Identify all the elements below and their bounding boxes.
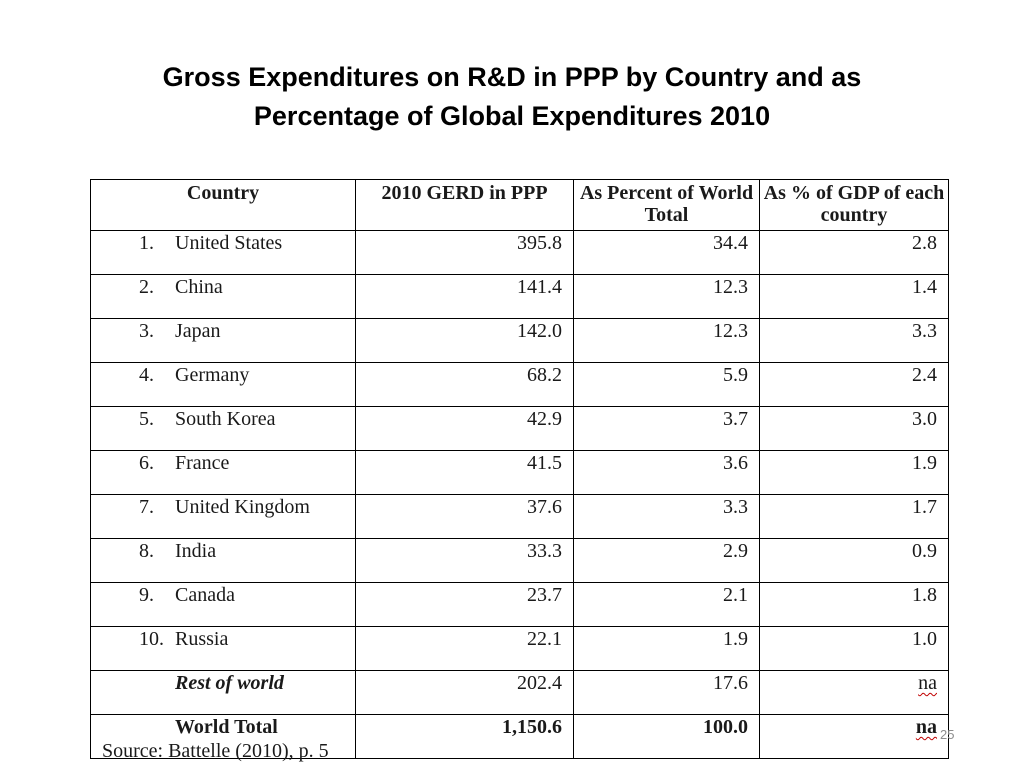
table-row: 8. India 33.3 2.9 0.9	[90, 538, 949, 583]
pct-gdp-value: na	[915, 716, 937, 738]
country-name: Russia	[175, 628, 229, 650]
pct-world-cell: 3.3	[573, 494, 760, 539]
pct-world-cell: 12.3	[573, 318, 760, 363]
gerd-cell: 37.6	[355, 494, 574, 539]
gerd-cell: 42.9	[355, 406, 574, 451]
pct-world-cell: 2.9	[573, 538, 760, 583]
pct-gdp-cell: 1.0	[759, 626, 949, 671]
gerd-cell: 23.7	[355, 582, 574, 627]
country-name: United States	[175, 232, 283, 254]
pct-gdp-cell: 0.9	[759, 538, 949, 583]
gerd-cell: 202.4	[355, 670, 574, 715]
header-pct-gdp: As % of GDP of each country	[759, 179, 949, 231]
gerd-cell: 1,150.6	[355, 714, 574, 759]
pct-gdp-cell: 2.8	[759, 230, 949, 275]
country-name: Japan	[175, 320, 221, 342]
pct-gdp-cell: 1.8	[759, 582, 949, 627]
gerd-cell: 142.0	[355, 318, 574, 363]
gerd-cell: 141.4	[355, 274, 574, 319]
pct-world-cell: 2.1	[573, 582, 760, 627]
rank-number: 8.	[139, 540, 154, 562]
country-cell: 7. United Kingdom	[90, 494, 356, 539]
header-country: Country	[90, 179, 356, 231]
table-row: 9. Canada 23.7 2.1 1.8	[90, 582, 949, 627]
gerd-cell: 68.2	[355, 362, 574, 407]
pct-world-cell: 100.0	[573, 714, 760, 759]
pct-world-cell: 3.7	[573, 406, 760, 451]
country-cell: 1. United States	[90, 230, 356, 275]
country-name: South Korea	[175, 408, 276, 430]
pct-gdp-cell: 1.9	[759, 450, 949, 495]
header-gerd: 2010 GERD in PPP	[355, 179, 574, 231]
rank-number: 9.	[139, 584, 154, 606]
pct-world-cell: 1.9	[573, 626, 760, 671]
country-name: France	[175, 452, 230, 474]
pct-gdp-cell: 3.0	[759, 406, 949, 451]
pct-gdp-cell: 3.3	[759, 318, 949, 363]
rank-number: 1.	[139, 232, 154, 254]
table-row: 3. Japan 142.0 12.3 3.3	[90, 318, 949, 363]
country-cell: 10. Russia	[90, 626, 356, 671]
table-row: 5. South Korea 42.9 3.7 3.0	[90, 406, 949, 451]
table-row: 10. Russia 22.1 1.9 1.0	[90, 626, 949, 671]
country-name: Canada	[175, 584, 235, 606]
header-pct-world: As Percent of World Total	[573, 179, 760, 231]
table-body: 1. United States 395.8 34.4 2.8 2. China 141.4 1…	[90, 230, 949, 671]
slide-title: Gross Expenditures on R&D in PPP by Coun…	[40, 58, 984, 136]
country-cell: Rest of world	[90, 670, 356, 715]
country-name: Germany	[175, 364, 250, 386]
country-cell: 9. Canada	[90, 582, 356, 627]
country-cell: 8. India	[90, 538, 356, 583]
pct-world-cell: 34.4	[573, 230, 760, 275]
pct-world-cell: 17.6	[573, 670, 760, 715]
country-name: India	[175, 540, 217, 562]
country-cell: World Total	[90, 714, 356, 759]
table-row: 7. United Kingdom 37.6 3.3 1.7	[90, 494, 949, 539]
table-row: 2. China 141.4 12.3 1.4	[90, 274, 949, 319]
pct-gdp-cell: 1.7	[759, 494, 949, 539]
slide-title-line-2: Percentage of Global Expenditures 2010	[253, 101, 771, 131]
rank-number: 6.	[139, 452, 154, 474]
page-number: 25	[940, 727, 955, 742]
country-cell: 6. France	[90, 450, 356, 495]
pct-world-cell: 12.3	[573, 274, 760, 319]
pct-gdp-cell: na	[759, 670, 949, 715]
table-row-rest-of-world: Rest of world 202.4 17.6 na	[90, 670, 949, 715]
rank-number: 4.	[139, 364, 154, 386]
slide-title-line-1: Gross Expenditures on R&D in PPP by Coun…	[162, 62, 862, 92]
country-cell: 4. Germany	[90, 362, 356, 407]
country-cell: 3. Japan	[90, 318, 356, 363]
pct-gdp-value: na	[918, 672, 937, 694]
pct-gdp-cell: 2.4	[759, 362, 949, 407]
country-name: China	[175, 276, 223, 298]
table-row: 4. Germany 68.2 5.9 2.4	[90, 362, 949, 407]
table-row-world-total: World Total 1,150.6 100.0 na	[90, 714, 949, 759]
country-cell: 5. South Korea	[90, 406, 356, 451]
rank-number: 2.	[139, 276, 154, 298]
country-cell: 2. China	[90, 274, 356, 319]
gerd-cell: 41.5	[355, 450, 574, 495]
pct-world-cell: 3.6	[573, 450, 760, 495]
table-row: 1. United States 395.8 34.4 2.8	[90, 230, 949, 275]
pct-world-cell: 5.9	[573, 362, 760, 407]
gerd-cell: 22.1	[355, 626, 574, 671]
table-row: 6. France 41.5 3.6 1.9	[90, 450, 949, 495]
table-header-row: Country 2010 GERD in PPP As Percent of W…	[90, 179, 949, 231]
source-note: Source: Battelle (2010), p. 5	[102, 740, 329, 762]
pct-gdp-cell: 1.4	[759, 274, 949, 319]
pct-gdp-cell: na	[759, 714, 949, 759]
rank-number: 7.	[139, 496, 154, 518]
country-name: United Kingdom	[175, 496, 310, 518]
rank-number: 5.	[139, 408, 154, 430]
gerd-table: Country 2010 GERD in PPP As Percent of W…	[90, 179, 949, 759]
rank-number: 10.	[139, 628, 164, 650]
gerd-cell: 395.8	[355, 230, 574, 275]
gerd-cell: 33.3	[355, 538, 574, 583]
rank-number: 3.	[139, 320, 154, 342]
